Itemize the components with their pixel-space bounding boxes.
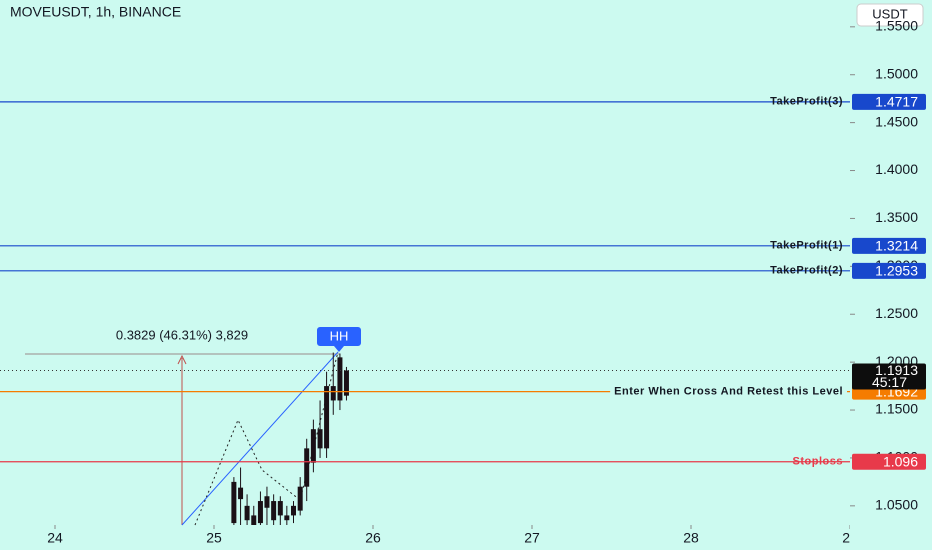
countdown: 45:17 (872, 374, 907, 390)
level-badge (852, 453, 926, 470)
level-value: 1.096 (883, 453, 918, 469)
candle-body (251, 515, 257, 525)
last-price: 1.1913 (875, 362, 918, 378)
y-tick-label: 1.0500 (875, 497, 918, 513)
candle-body (238, 487, 244, 500)
candle-body (257, 501, 263, 524)
level-label: TakeProfit(3) (770, 96, 843, 108)
level-label: Enter When Cross And Retest this Level (614, 386, 843, 398)
zigzag (194, 351, 339, 526)
price-axis-edge (850, 525, 932, 550)
level-value: 1.3214 (875, 238, 918, 254)
measure-arrowhead (177, 354, 187, 365)
y-tick-label: 1.5500 (875, 18, 918, 34)
candle-body (343, 370, 349, 396)
candle-body (244, 505, 250, 521)
measure-label: 0.3829 (46.31%) 3,829 (116, 327, 248, 342)
candle-body (271, 501, 277, 521)
currency[interactable]: USDT (872, 6, 907, 21)
candle-body (317, 429, 323, 449)
level-label: Stoploss (793, 456, 843, 468)
candle-body (264, 496, 270, 508)
level-badge (852, 93, 926, 110)
y-tick-label: 1.4500 (875, 113, 918, 129)
candle-body (330, 386, 336, 401)
candle-body (310, 429, 316, 463)
y-tick-label: 1.3500 (875, 209, 918, 225)
trend-line (181, 351, 339, 526)
y-tick-label: 1.4000 (875, 161, 918, 177)
level-value: 1.4717 (875, 94, 918, 110)
level-value: 1.2953 (875, 263, 918, 279)
currency-button[interactable] (856, 3, 924, 27)
x-tick-label: 26 (365, 530, 381, 546)
x-tick-label: 27 (524, 530, 540, 546)
x-tick-label: 24 (47, 530, 63, 546)
level-badge (852, 262, 926, 279)
y-tick-label: 1.1500 (875, 401, 918, 417)
y-tick-label: 1.5000 (875, 65, 918, 81)
level-badge (852, 237, 926, 254)
candle-body (297, 486, 303, 511)
candle-body (324, 386, 330, 449)
level-label-bg (610, 383, 847, 400)
candle-body (291, 505, 297, 516)
hh-label: HH (330, 328, 349, 343)
level-label: TakeProfit(1) (770, 240, 843, 252)
y-tick-label: 1.2500 (875, 305, 918, 321)
candle-body (284, 515, 290, 521)
candle-body (231, 481, 237, 524)
hh-badge (317, 327, 361, 352)
candle-body (337, 357, 343, 401)
last-price-badge (852, 363, 926, 390)
candle-body (277, 501, 283, 516)
candle-body (304, 448, 310, 487)
x-tick-label: 25 (206, 530, 222, 546)
x-tick-label: 28 (683, 530, 699, 546)
chart-title: MOVEUSDT, 1h, BINANCE (10, 4, 181, 20)
level-label: TakeProfit(2) (770, 265, 843, 277)
